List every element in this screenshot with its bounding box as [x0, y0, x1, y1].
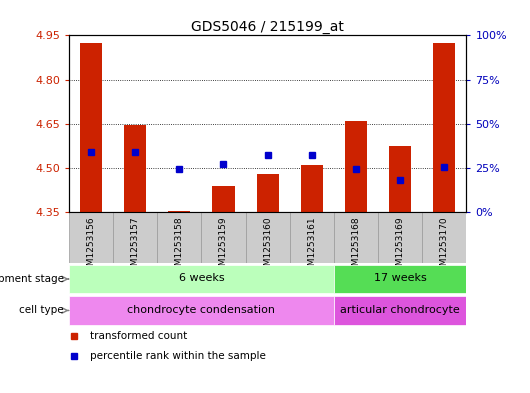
- Bar: [69, 296, 334, 325]
- Text: 6 weeks: 6 weeks: [179, 274, 224, 283]
- Text: GSM1253170: GSM1253170: [440, 216, 449, 277]
- Bar: [201, 212, 245, 263]
- Bar: [334, 265, 466, 293]
- Text: development stage: development stage: [0, 274, 64, 284]
- Text: GSM1253169: GSM1253169: [396, 216, 404, 277]
- Bar: [80, 43, 102, 212]
- Text: GSM1253157: GSM1253157: [131, 216, 139, 277]
- Text: cell type: cell type: [19, 305, 64, 316]
- Text: GSM1253159: GSM1253159: [219, 216, 228, 277]
- Bar: [290, 212, 334, 263]
- Bar: [69, 212, 113, 263]
- Bar: [334, 296, 466, 325]
- Bar: [301, 165, 323, 212]
- Text: chondrocyte condensation: chondrocyte condensation: [127, 305, 276, 315]
- Bar: [378, 212, 422, 263]
- Bar: [389, 146, 411, 212]
- Bar: [434, 43, 455, 212]
- Bar: [334, 212, 378, 263]
- Bar: [124, 125, 146, 212]
- Text: percentile rank within the sample: percentile rank within the sample: [90, 351, 266, 361]
- Text: GSM1253161: GSM1253161: [307, 216, 316, 277]
- Bar: [345, 121, 367, 212]
- Text: transformed count: transformed count: [90, 331, 187, 341]
- Text: GSM1253156: GSM1253156: [86, 216, 95, 277]
- Title: GDS5046 / 215199_at: GDS5046 / 215199_at: [191, 20, 344, 34]
- Bar: [168, 211, 190, 212]
- Bar: [245, 212, 290, 263]
- Bar: [257, 174, 279, 212]
- Text: GSM1253168: GSM1253168: [351, 216, 360, 277]
- Text: articular chondrocyte: articular chondrocyte: [340, 305, 460, 315]
- Bar: [113, 212, 157, 263]
- Text: GSM1253158: GSM1253158: [175, 216, 184, 277]
- Bar: [213, 185, 234, 212]
- Text: 17 weeks: 17 weeks: [374, 274, 427, 283]
- Text: GSM1253160: GSM1253160: [263, 216, 272, 277]
- Bar: [69, 265, 334, 293]
- Bar: [422, 212, 466, 263]
- Bar: [157, 212, 201, 263]
